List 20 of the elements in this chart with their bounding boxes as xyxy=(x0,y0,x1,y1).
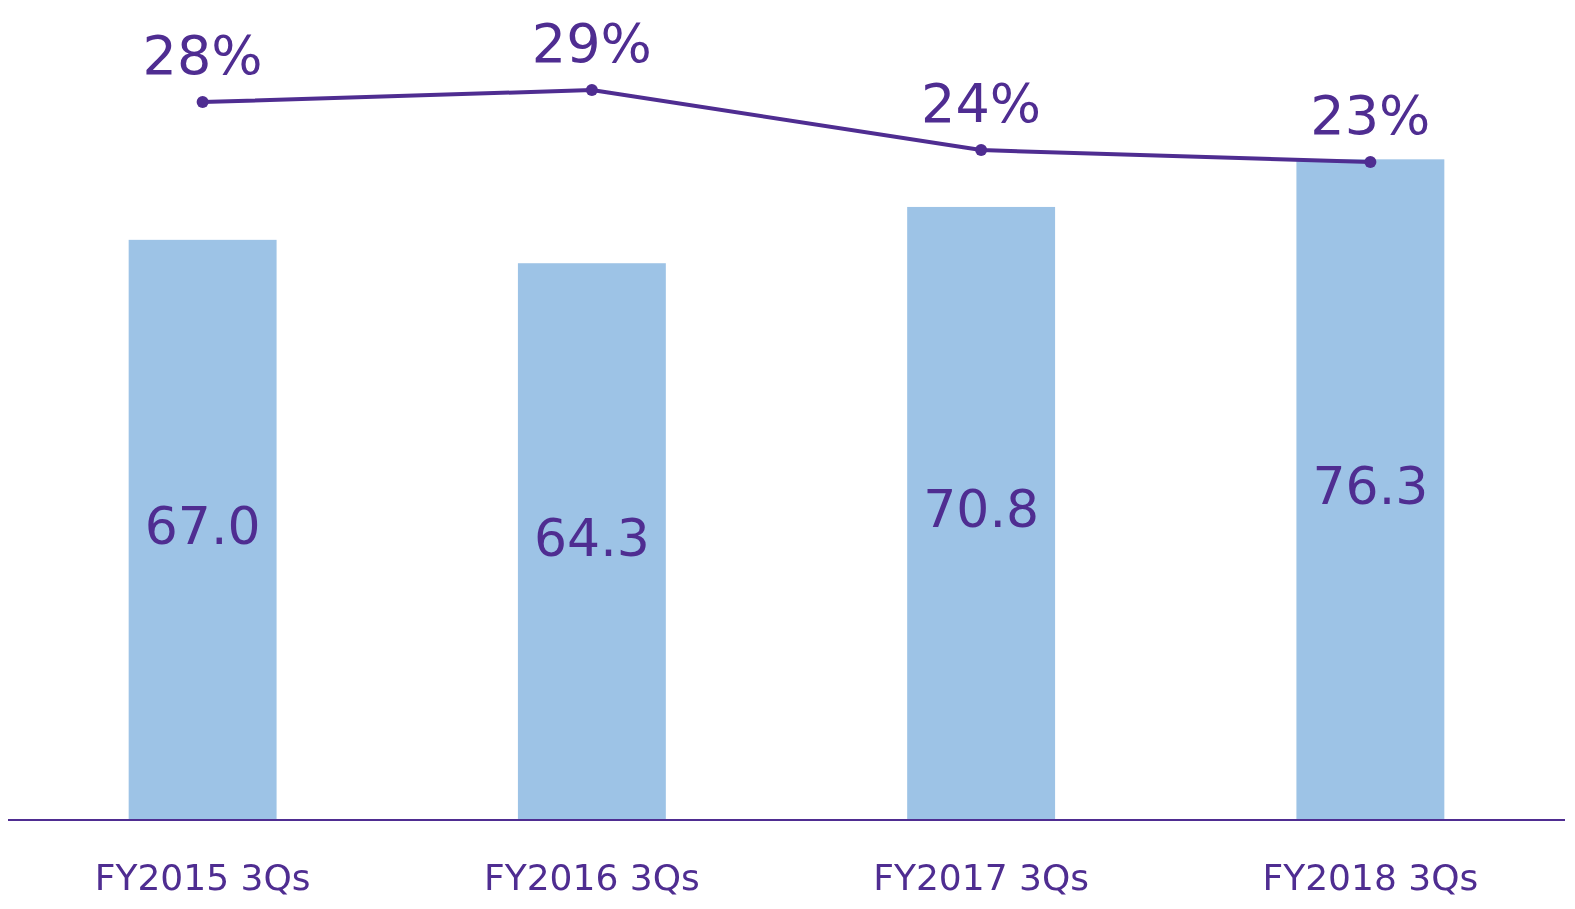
bar xyxy=(1296,159,1445,820)
data-label: 64.3 xyxy=(533,507,650,568)
x-tick-label: FY2015 3Qs xyxy=(94,857,311,898)
point xyxy=(585,84,598,97)
data-label: 76.3 xyxy=(1312,455,1429,516)
data-label: 23% xyxy=(1310,84,1431,148)
point xyxy=(1364,156,1377,169)
point xyxy=(975,144,988,157)
data-label: 70.8 xyxy=(923,479,1040,540)
bar xyxy=(517,263,666,820)
data-label: 67.0 xyxy=(144,495,261,556)
bar xyxy=(907,206,1056,820)
point xyxy=(196,96,209,109)
data-label: 28% xyxy=(142,24,263,88)
x-tick-label: FY2016 3Qs xyxy=(483,857,700,898)
data-label: 24% xyxy=(921,72,1042,136)
x-tick-label: FY2017 3Qs xyxy=(873,857,1090,898)
data-label: 29% xyxy=(531,12,652,76)
bar xyxy=(128,239,277,820)
x-tick-label: FY2018 3Qs xyxy=(1262,857,1479,898)
